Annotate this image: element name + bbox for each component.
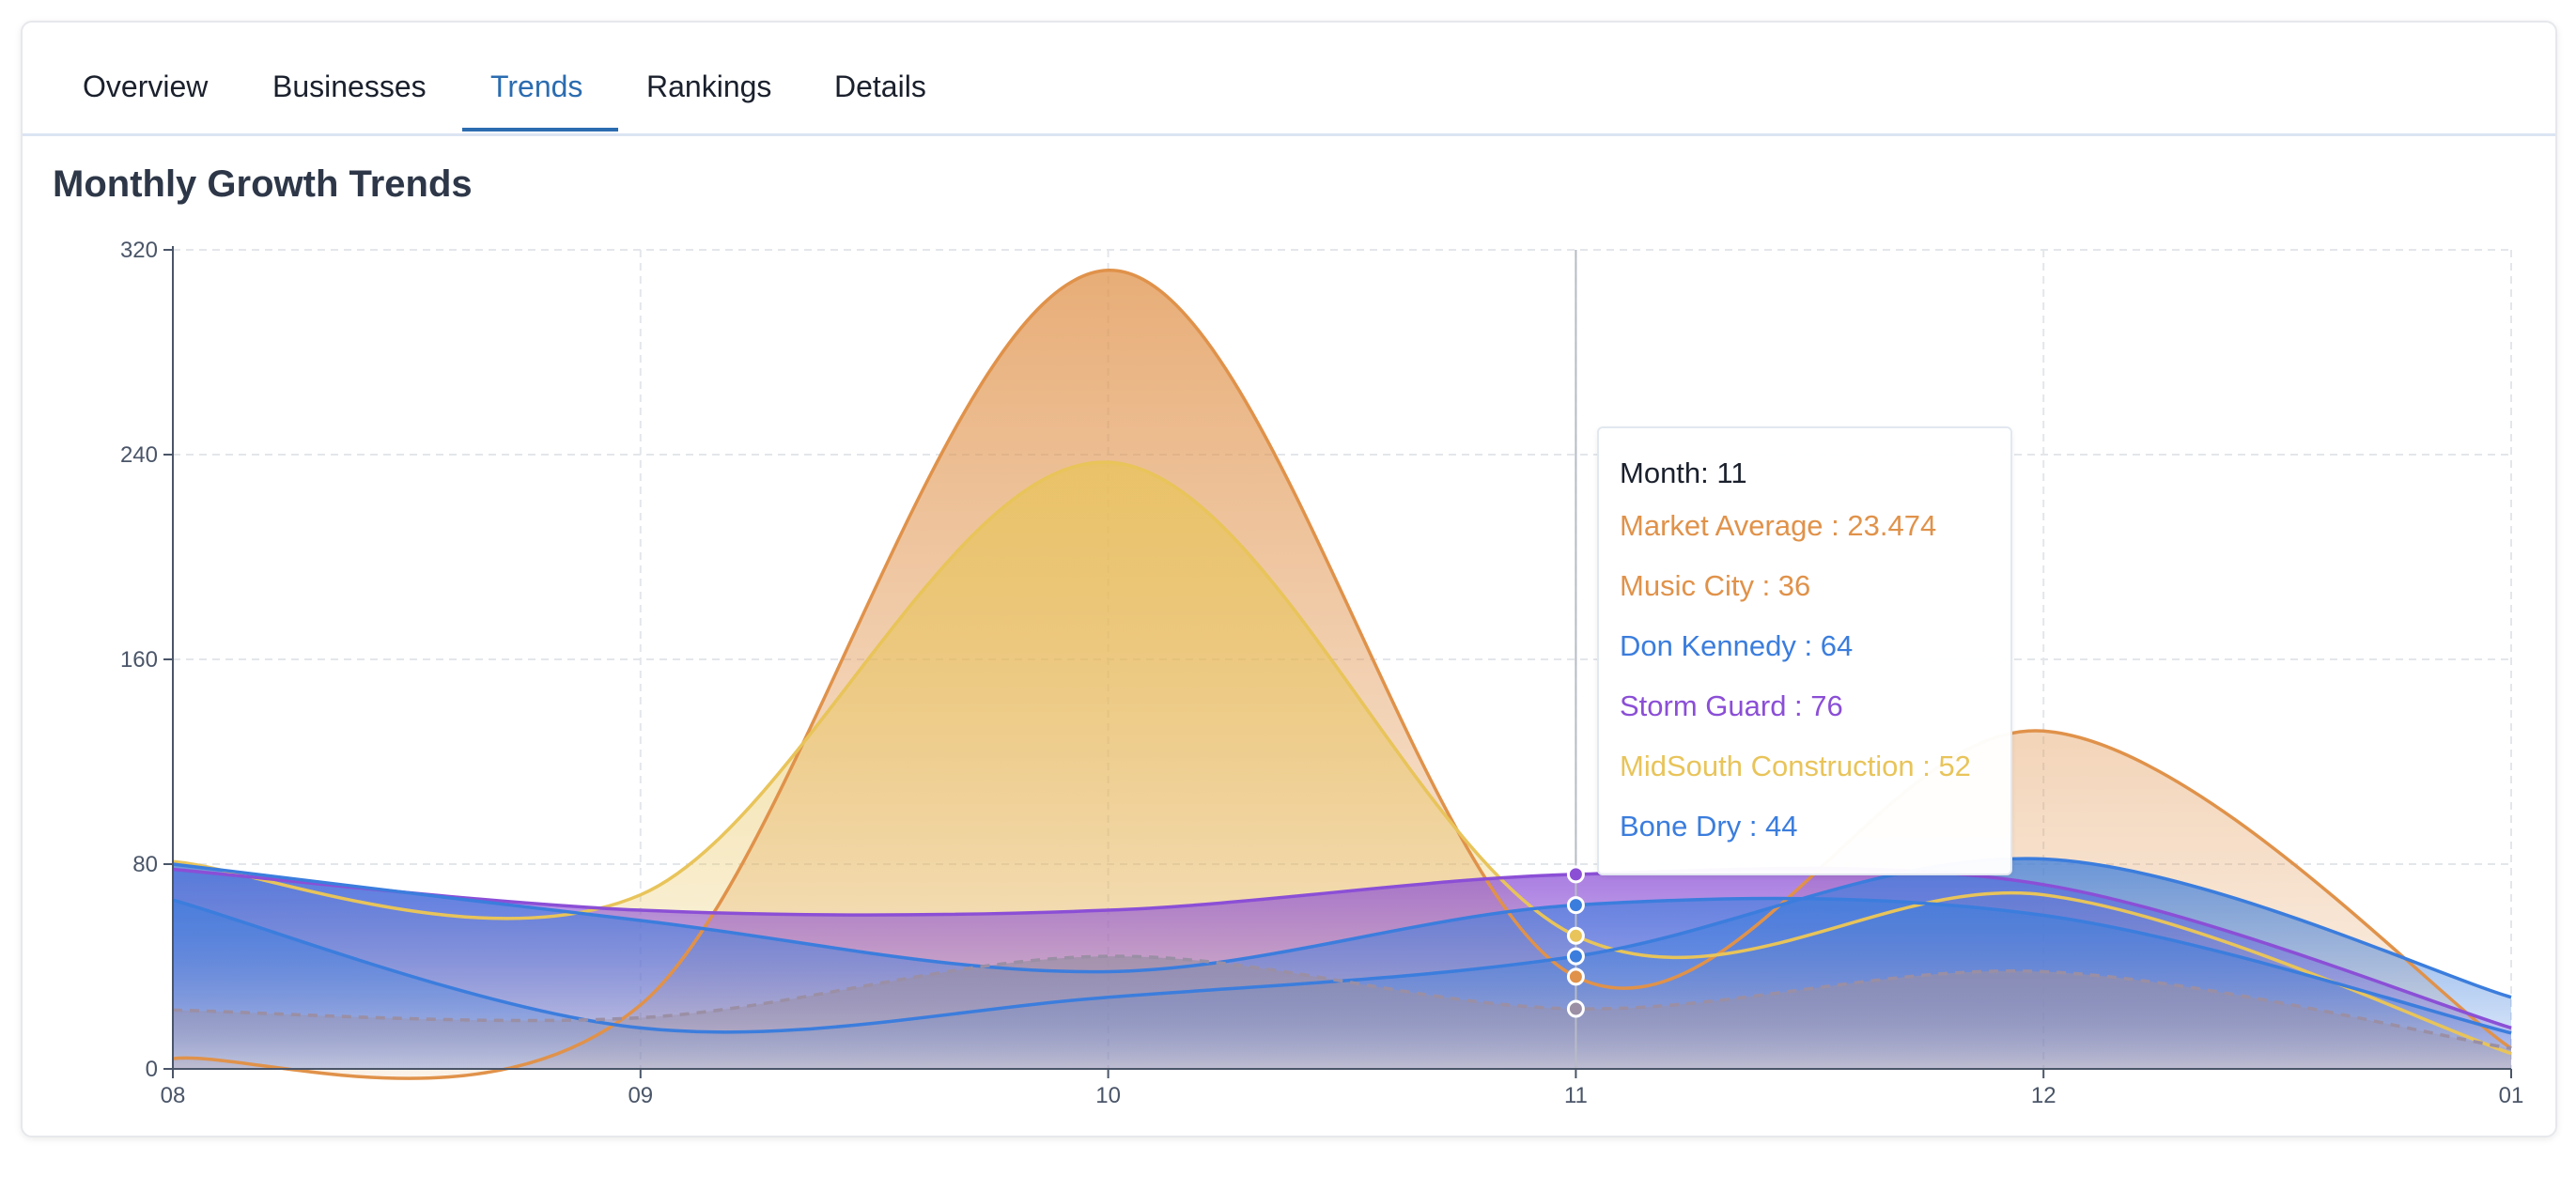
x-tick-label: 10	[1095, 1083, 1121, 1108]
chart-tooltip: Month: 11 Market Average : 23.474 Music C…	[1597, 426, 2012, 875]
x-tick-label: 11	[1564, 1083, 1588, 1108]
hover-point	[1566, 926, 1585, 945]
hover-point	[1566, 999, 1585, 1018]
y-tick-label: 80	[132, 852, 158, 877]
tab-bar: Overview Businesses Trends Rankings Deta…	[23, 23, 2555, 136]
tab-trends[interactable]: Trends	[490, 70, 583, 103]
tooltip-header: Month: 11	[1620, 456, 1747, 489]
series-line-market-average	[172, 954, 2512, 1050]
tab-details[interactable]: Details	[834, 70, 926, 103]
tab-businesses[interactable]: Businesses	[272, 70, 427, 103]
tooltip-row: Don Kennedy : 64	[1620, 629, 1854, 662]
x-tick-label: 09	[628, 1083, 653, 1108]
tab-rankings[interactable]: Rankings	[646, 70, 772, 103]
series-line-storm-guard	[172, 866, 2512, 1030]
tooltip-row: Storm Guard : 76	[1620, 689, 1843, 722]
tooltip-row: Market Average : 23.474	[1620, 509, 1937, 542]
x-tick-label: 01	[2499, 1083, 2524, 1108]
series-line-bone-dry	[172, 862, 2512, 1035]
page-title: Monthly Growth Trends	[53, 163, 473, 205]
active-tab-indicator	[462, 128, 618, 131]
tooltip-row: Bone Dry : 44	[1620, 810, 1798, 843]
hover-point	[1566, 865, 1585, 884]
y-tick-label: 0	[146, 1057, 158, 1082]
hover-point	[1566, 967, 1585, 986]
x-tick-label: 12	[2031, 1083, 2056, 1108]
y-tick-label: 160	[120, 647, 158, 673]
hover-point	[1566, 947, 1585, 966]
series-area-market-average	[173, 956, 2511, 1069]
tooltip-row: Music City : 36	[1620, 569, 1811, 602]
tooltip-row: MidSouth Construction : 52	[1620, 750, 1971, 782]
tab-overview[interactable]: Overview	[83, 70, 209, 103]
x-tick-label: 08	[161, 1083, 186, 1108]
series-line-music-city	[172, 269, 2512, 1080]
y-tick-label: 320	[120, 238, 158, 263]
hover-point	[1566, 896, 1585, 915]
y-tick-label: 240	[120, 442, 158, 468]
